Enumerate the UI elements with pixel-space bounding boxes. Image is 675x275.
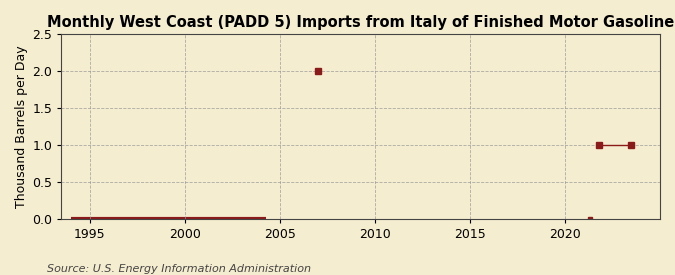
Text: Source: U.S. Energy Information Administration: Source: U.S. Energy Information Administ… [47, 264, 311, 274]
Y-axis label: Thousand Barrels per Day: Thousand Barrels per Day [15, 45, 28, 208]
Title: Monthly West Coast (PADD 5) Imports from Italy of Finished Motor Gasoline: Monthly West Coast (PADD 5) Imports from… [47, 15, 674, 30]
